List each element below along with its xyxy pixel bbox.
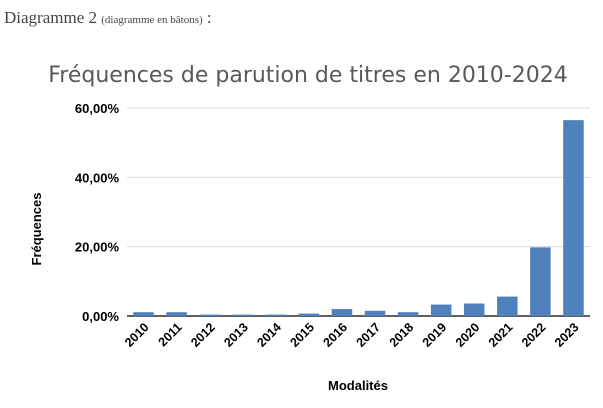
x-tick-label: 2018 — [387, 320, 417, 350]
x-tick-label: 2012 — [188, 320, 218, 350]
y-axis-label: Fréquences — [29, 193, 44, 266]
x-tick-label: 2010 — [122, 320, 152, 350]
bar-2019 — [430, 304, 452, 316]
bar-2015 — [298, 313, 320, 316]
y-tick-label: 40,00% — [75, 170, 120, 185]
x-tick-label: 2011 — [156, 320, 185, 349]
x-axis-ticks: 2010 2011 2012 2013 2014 2015 2016 2017 2018 2019… — [122, 320, 582, 350]
bar-2023 — [563, 120, 584, 316]
gridlines — [127, 107, 590, 317]
bar-2011 — [166, 312, 187, 316]
figure-caption: Diagramme 2 (diagramme en bâtons) : — [4, 8, 212, 28]
bar-2018 — [397, 312, 419, 316]
x-tick-label: 2019 — [420, 320, 450, 350]
bar-2013 — [232, 314, 254, 316]
x-tick-label: 2014 — [254, 320, 284, 350]
bar-2012 — [199, 314, 220, 316]
x-tick-label: 2020 — [453, 320, 483, 350]
x-tick-label: 2023 — [552, 320, 582, 350]
bar-2021 — [497, 296, 518, 316]
chart-title: Fréquences de parution de titres en 2010… — [48, 63, 567, 88]
x-axis-label: Modalités — [328, 378, 388, 393]
bar-2017 — [364, 310, 386, 316]
bar-2016 — [331, 309, 353, 316]
bar-2020 — [463, 303, 485, 316]
caption-main: Diagramme 2 — [4, 8, 97, 27]
caption-detail: (diagramme en bâtons) — [101, 14, 203, 26]
bars — [133, 120, 584, 316]
x-tick-label: 2016 — [321, 320, 351, 350]
caption-suffix: : — [202, 8, 212, 27]
x-tick-label: 2021 — [486, 320, 516, 350]
y-tick-label: 60,00% — [75, 101, 120, 116]
bar-2010 — [133, 312, 154, 316]
x-tick-label: 2022 — [519, 320, 549, 350]
y-axis-ticks: 0,00% 20,00% 40,00% 60,00% — [75, 101, 120, 324]
x-tick-label: 2015 — [287, 320, 317, 350]
y-tick-label: 0,00% — [82, 309, 119, 324]
bar-2022 — [530, 247, 551, 316]
x-tick-label: 2017 — [354, 320, 384, 350]
x-tick-label: 2013 — [221, 320, 251, 350]
bar-2014 — [265, 314, 287, 316]
y-tick-label: 20,00% — [75, 240, 120, 255]
